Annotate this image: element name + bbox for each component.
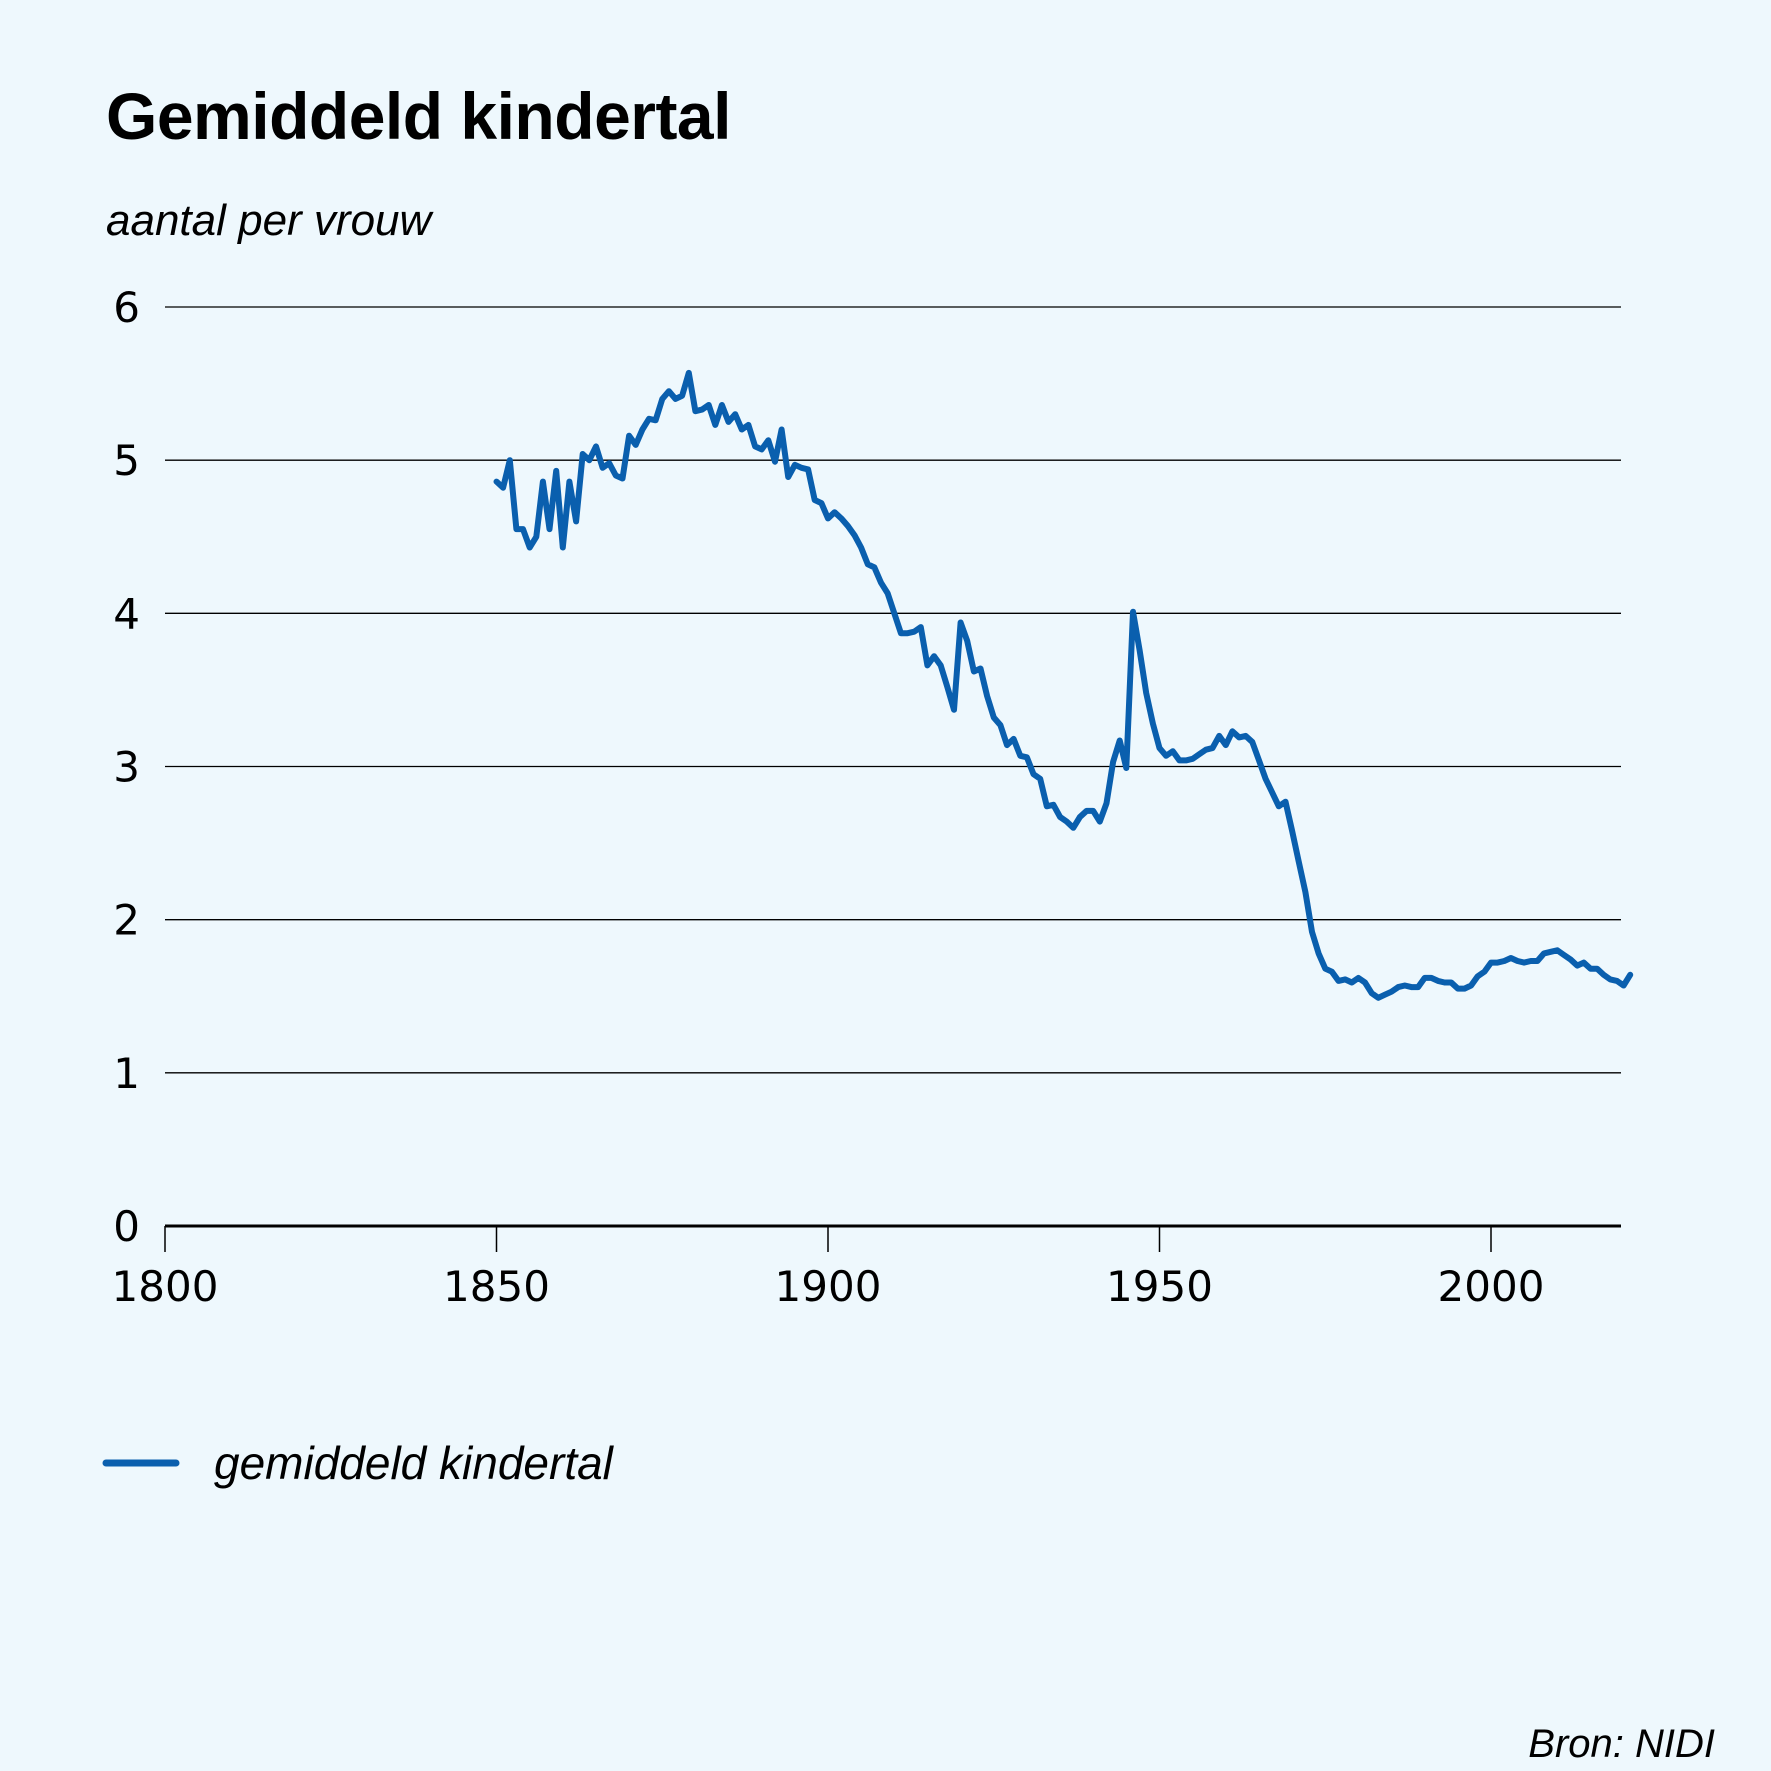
- y-tick-label-1: 1: [113, 1049, 140, 1098]
- x-tick-label-1900: 1900: [775, 1262, 882, 1311]
- y-axis-unit-label: aantal per vrouw: [106, 196, 432, 245]
- y-tick-label-6: 6: [113, 283, 140, 332]
- chart-title: Gemiddeld kindertal: [106, 79, 731, 153]
- source-note: Bron: NIDI: [1528, 1722, 1715, 1766]
- legend-label: gemiddeld kindertal: [214, 1437, 615, 1489]
- series-line-0: [493, 369, 1634, 1001]
- y-tick-label-4: 4: [113, 589, 140, 638]
- x-axis: 1800 1850 1900 1950 2000: [112, 1226, 1545, 1311]
- y-tick-label-2: 2: [113, 896, 140, 945]
- y-axis-tick-labels: 0 1 2 3 4 5 6: [113, 283, 140, 1251]
- x-tick-label-1850: 1850: [443, 1262, 550, 1311]
- y-tick-label-5: 5: [113, 436, 140, 485]
- y-tick-label-0: 0: [113, 1202, 140, 1251]
- legend: gemiddeld kindertal: [102, 1437, 615, 1489]
- grid-lines: [165, 306, 1621, 1228]
- x-tick-label-1950: 1950: [1106, 1262, 1213, 1311]
- y-tick-label-3: 3: [113, 743, 140, 792]
- series-layer: [493, 369, 1634, 1001]
- x-tick-label-2000: 2000: [1438, 1262, 1545, 1311]
- x-tick-label-1800: 1800: [112, 1262, 219, 1311]
